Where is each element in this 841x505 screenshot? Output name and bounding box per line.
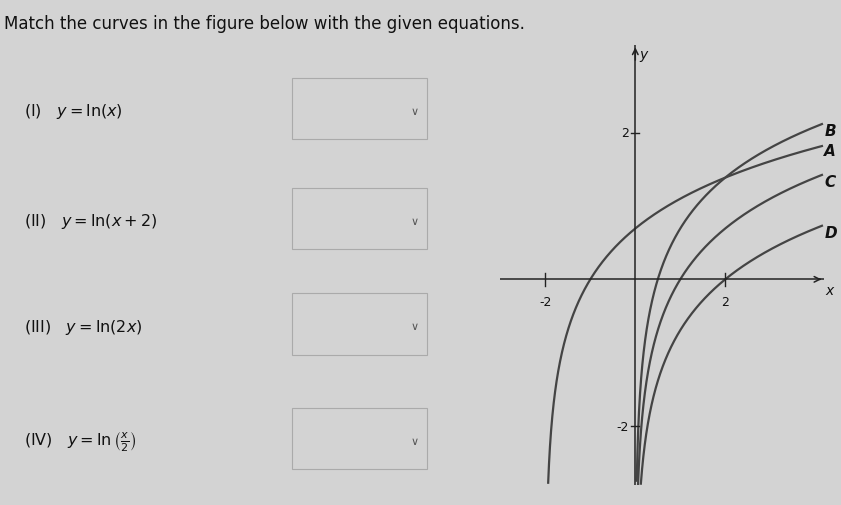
Text: D: D bbox=[824, 225, 837, 240]
Text: Match the curves in the figure below with the given equations.: Match the curves in the figure below wit… bbox=[4, 15, 525, 33]
Text: $x$: $x$ bbox=[825, 283, 836, 297]
Text: $y$: $y$ bbox=[639, 49, 649, 64]
Text: C: C bbox=[824, 175, 835, 189]
FancyBboxPatch shape bbox=[292, 188, 427, 250]
FancyBboxPatch shape bbox=[292, 78, 427, 140]
FancyBboxPatch shape bbox=[292, 408, 427, 470]
Text: 2: 2 bbox=[621, 127, 628, 140]
Text: ∨: ∨ bbox=[410, 436, 419, 446]
Text: (III)   $y = \ln(2x)$: (III) $y = \ln(2x)$ bbox=[24, 317, 143, 336]
Text: A: A bbox=[824, 143, 836, 159]
Text: ∨: ∨ bbox=[410, 107, 419, 116]
Text: (I)   $y = \ln(x)$: (I) $y = \ln(x)$ bbox=[24, 102, 123, 121]
Text: -2: -2 bbox=[616, 420, 628, 433]
FancyBboxPatch shape bbox=[292, 294, 427, 355]
Text: ∨: ∨ bbox=[410, 322, 419, 332]
Text: (IV)   $y = \ln\left(\frac{x}{2}\right)$: (IV) $y = \ln\left(\frac{x}{2}\right)$ bbox=[24, 429, 137, 452]
Text: (II)   $y = \ln(x + 2)$: (II) $y = \ln(x + 2)$ bbox=[24, 212, 157, 231]
Text: B: B bbox=[824, 124, 836, 139]
Text: 2: 2 bbox=[722, 296, 729, 309]
Text: -2: -2 bbox=[539, 296, 552, 309]
Text: ∨: ∨ bbox=[410, 216, 419, 226]
